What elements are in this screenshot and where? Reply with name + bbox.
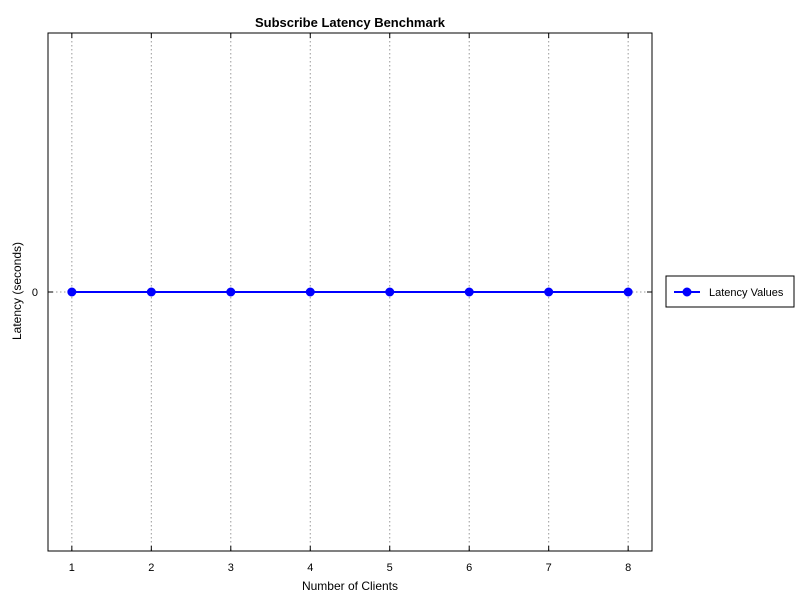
data-point (623, 287, 633, 297)
data-point (464, 287, 474, 297)
series-layer (67, 287, 633, 297)
legend-marker-swatch (682, 287, 692, 297)
x-tick-label: 3 (228, 562, 234, 574)
chart-title: Subscribe Latency Benchmark (255, 15, 446, 30)
legend-entry-label: Latency Values (709, 287, 784, 299)
x-tick-label: 5 (387, 562, 393, 574)
data-point (67, 287, 77, 297)
x-tick-label: 6 (466, 562, 472, 574)
x-tick-label: 4 (307, 562, 313, 574)
x-tick-label: 1 (69, 562, 75, 574)
data-point (226, 287, 236, 297)
data-point (544, 287, 554, 297)
data-point (305, 287, 315, 297)
x-tick-label: 7 (546, 562, 552, 574)
x-tick-label: 8 (625, 562, 631, 574)
axis-ticks: 1 2 3 4 5 6 7 8 0 (32, 33, 652, 574)
y-axis-label: Latency (seconds) (10, 242, 24, 340)
x-axis-label: Number of Clients (302, 579, 398, 593)
data-point (146, 287, 156, 297)
data-point (385, 287, 395, 297)
x-tick-label: 2 (148, 562, 154, 574)
y-tick-label: 0 (32, 287, 38, 299)
legend: Latency Values (665, 275, 795, 308)
